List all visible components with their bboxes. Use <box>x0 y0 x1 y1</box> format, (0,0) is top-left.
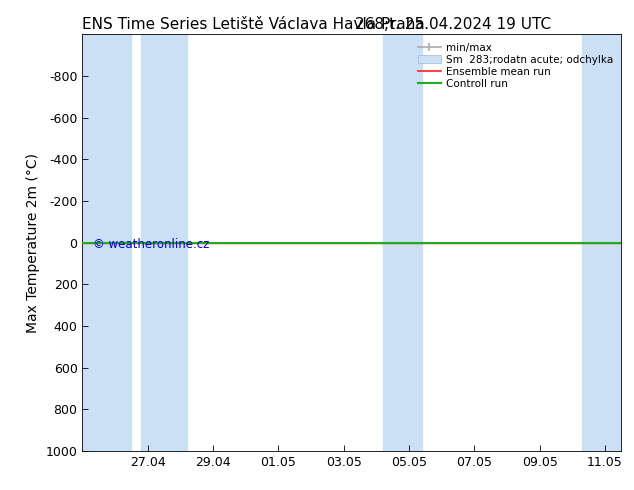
Bar <box>141 34 187 451</box>
Text: ENS Time Series Letiště Václava Havla Praha: ENS Time Series Letiště Václava Havla Pr… <box>82 17 425 32</box>
Bar <box>82 34 131 451</box>
Text: © weatheronline.cz: © weatheronline.cz <box>93 238 210 251</box>
Legend: min/max, Sm  283;rodatn acute; odchylka, Ensemble mean run, Controll run: min/max, Sm 283;rodatn acute; odchylka, … <box>415 40 616 92</box>
Bar <box>582 34 621 451</box>
Text: 268;t. 25.04.2024 19 UTC: 268;t. 25.04.2024 19 UTC <box>356 17 552 32</box>
Y-axis label: Max Temperature 2m (°C): Max Temperature 2m (°C) <box>26 152 40 333</box>
Bar <box>383 34 422 451</box>
